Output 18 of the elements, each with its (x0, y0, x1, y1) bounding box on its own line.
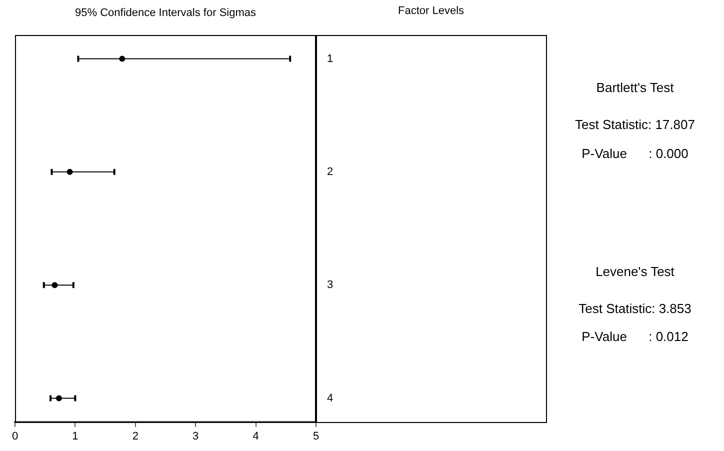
x-tick-label: 2 (132, 430, 138, 443)
chart-title: 95% Confidence Intervals for Sigmas (75, 7, 256, 20)
x-tick-label: 5 (312, 430, 320, 443)
x-tick-label: 4 (252, 430, 259, 443)
text: Test Statistic: 17.807 (574, 117, 696, 132)
y-tick-label: 2 (327, 166, 334, 178)
y-tick-label: 1 (327, 52, 334, 65)
x-tick-label: 0 (12, 430, 18, 443)
text: P-Value : 0.000 (580, 146, 690, 161)
x-tick-label: 1 (72, 430, 78, 443)
text: Levene's Test (594, 264, 676, 279)
x-tick-label: 3 (192, 430, 199, 443)
text: P-Value : 0.012 (580, 329, 690, 344)
y-tick-label: 4 (327, 392, 334, 404)
text: Test Statistic: 3.853 (578, 301, 692, 316)
text: Bartlett's Test (595, 80, 675, 95)
y-tick-label: 3 (327, 279, 334, 292)
text: Factor Levels (396, 5, 466, 17)
